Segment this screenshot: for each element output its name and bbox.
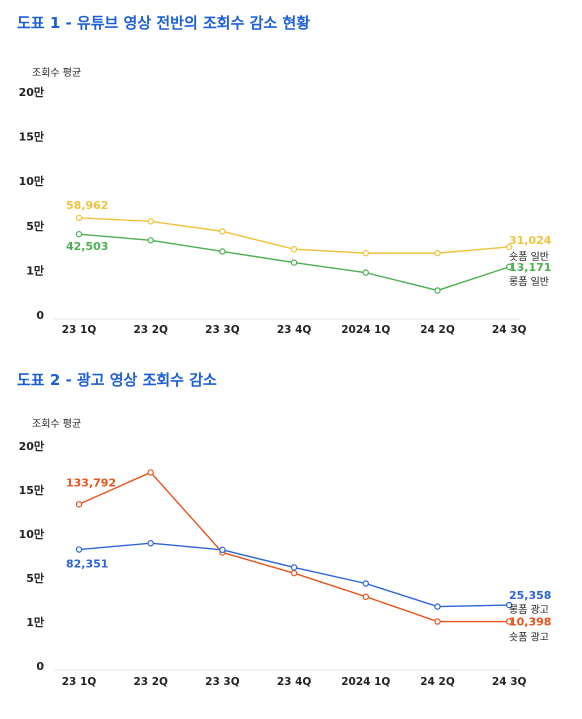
data-point bbox=[75, 501, 83, 508]
data-point bbox=[147, 540, 154, 547]
data-point bbox=[362, 269, 369, 276]
data-point bbox=[434, 603, 441, 610]
data-point bbox=[219, 546, 226, 554]
data-point bbox=[147, 469, 154, 476]
y-tick-label: 10만 bbox=[19, 174, 44, 188]
data-point bbox=[290, 246, 298, 253]
chart-1-title: 도표 1 - 유튜브 영상 전반의 조회수 감소 현황 bbox=[17, 14, 311, 32]
data-point bbox=[290, 259, 298, 266]
data-point bbox=[506, 243, 513, 251]
start-value-label: 133,792 bbox=[66, 476, 116, 489]
data-point bbox=[75, 214, 83, 222]
x-tick-label: 23 3Q bbox=[205, 324, 240, 336]
data-point bbox=[75, 230, 83, 238]
data-point bbox=[362, 580, 369, 587]
data-point bbox=[147, 237, 154, 244]
series-line-0 bbox=[78, 471, 510, 623]
start-value-label: 82,351 bbox=[66, 558, 108, 571]
data-point bbox=[219, 248, 226, 255]
x-tick-label: 24 3Q bbox=[492, 676, 527, 688]
end-value-label: 25,358 bbox=[509, 589, 551, 602]
x-tick-label: 23 4Q bbox=[277, 676, 312, 688]
x-tick-label: 24 2Q bbox=[420, 676, 455, 688]
data-point bbox=[434, 618, 441, 625]
data-point bbox=[290, 564, 298, 571]
data-point bbox=[362, 249, 369, 257]
start-value-label: 58,962 bbox=[66, 199, 108, 212]
x-tick-label: 23 4Q bbox=[277, 324, 312, 336]
y-tick-label: 15만 bbox=[19, 130, 44, 144]
end-value-label: 13,171 bbox=[509, 261, 551, 274]
x-tick-label: 24 3Q bbox=[492, 324, 527, 336]
end-value-label: 10,398 bbox=[509, 616, 551, 629]
series-name-label: 롱폼 광고 bbox=[509, 604, 549, 616]
data-point bbox=[147, 218, 154, 225]
data-point bbox=[290, 569, 298, 577]
y-tick-label: 20만 bbox=[19, 85, 44, 99]
y-axis-title: 조회수 평균 bbox=[32, 67, 81, 79]
x-tick-label: 23 1Q bbox=[62, 324, 97, 336]
y-tick-label: 1만 bbox=[26, 263, 44, 277]
x-tick-label: 23 1Q bbox=[62, 676, 97, 688]
chart-2: 조회수 평균 0 1만 5만 10만 15만 20만 23 1Q 23 2Q 23 3Q 23 4Q… bbox=[19, 418, 552, 688]
start-value-label: 42,503 bbox=[66, 240, 108, 253]
y-tick-label: 15만 bbox=[19, 483, 44, 497]
data-point bbox=[434, 287, 441, 294]
y-tick-label: 20만 bbox=[19, 439, 44, 453]
y-tick-label: 0 bbox=[36, 309, 44, 322]
data-point bbox=[506, 618, 513, 625]
data-point bbox=[219, 228, 226, 235]
y-tick-label: 5만 bbox=[26, 219, 44, 233]
data-point bbox=[506, 263, 513, 271]
x-tick-label: 23 2Q bbox=[133, 676, 168, 688]
chart-2-title: 도표 2 - 광고 영상 조회수 감소 bbox=[17, 371, 217, 389]
end-value-label: 31,024 bbox=[509, 234, 552, 247]
y-tick-label: 1만 bbox=[26, 615, 44, 629]
chart-1: 조회수 평균 0 1만 5만 10만 15만 20만 23 1Q 23 2Q 23 3Q 23 4Q… bbox=[19, 67, 552, 336]
series-name-label: 롱폼 일반 bbox=[509, 276, 549, 288]
data-point bbox=[362, 593, 369, 600]
data-point bbox=[434, 249, 441, 257]
x-tick-label: 2024 1Q bbox=[341, 324, 390, 336]
x-tick-label: 2024 1Q bbox=[341, 676, 390, 688]
x-tick-label: 24 2Q bbox=[420, 324, 455, 336]
y-tick-label: 5만 bbox=[26, 571, 44, 585]
x-tick-label: 23 2Q bbox=[133, 324, 168, 336]
data-point bbox=[506, 601, 513, 609]
x-tick-label: 23 3Q bbox=[205, 676, 240, 688]
series-name-label: 숏폼 일반 bbox=[509, 251, 549, 263]
y-tick-label: 0 bbox=[36, 660, 44, 673]
series-name-label: 숏폼 광고 bbox=[509, 632, 549, 644]
y-tick-label: 10만 bbox=[19, 527, 44, 541]
y-axis-title: 조회수 평균 bbox=[32, 418, 81, 430]
data-point bbox=[75, 546, 83, 553]
